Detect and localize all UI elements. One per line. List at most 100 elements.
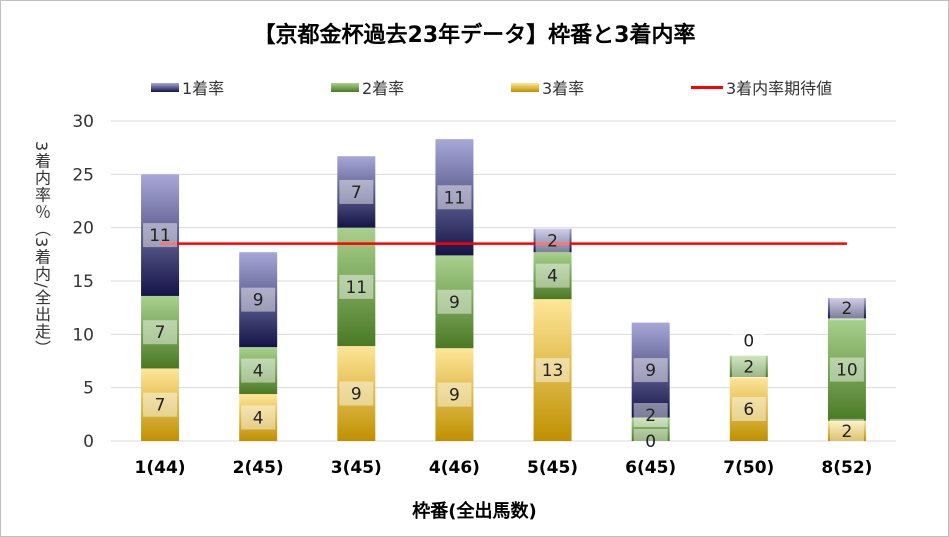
data-label: 2 <box>645 406 656 426</box>
data-label-bg <box>731 397 766 421</box>
legend-swatch <box>511 82 539 92</box>
y-tick-label: 30 <box>72 112 94 132</box>
bar-segment <box>729 377 768 441</box>
y-tick-label: 15 <box>72 272 94 292</box>
data-label: 9 <box>449 293 460 313</box>
bar-segment <box>631 322 670 418</box>
data-label: 9 <box>449 386 460 406</box>
data-label: 2 <box>842 422 853 442</box>
legend-label: 1着率 <box>182 79 225 98</box>
legend-line <box>691 85 723 89</box>
bar-segment <box>337 346 376 441</box>
bar-segment <box>827 298 866 319</box>
data-label-bg <box>241 358 276 383</box>
bar-segment <box>827 318 866 421</box>
data-label-bg <box>829 296 864 321</box>
data-label-bg <box>731 354 766 379</box>
bar-segment <box>533 228 572 253</box>
data-label-bg <box>535 228 570 253</box>
y-tick-label: 10 <box>72 325 94 345</box>
legend-item-2nd: 2着率 <box>331 75 404 99</box>
data-label: 7 <box>155 396 166 416</box>
data-label-bg <box>633 403 668 427</box>
bar-segment <box>827 420 866 441</box>
chart-title: 【京都金杯過去23年データ】枠番と3着内率 <box>253 23 696 48</box>
legend-label: 2着率 <box>362 79 405 98</box>
legend-item-1st: 1着率 <box>151 75 224 99</box>
data-label-bg <box>633 358 668 383</box>
data-label: 10 <box>836 361 858 381</box>
y-tick-label: 5 <box>83 379 94 399</box>
data-label: 6 <box>743 400 754 420</box>
data-label-bg <box>535 263 570 288</box>
data-label: 11 <box>149 226 171 246</box>
data-label-bg <box>633 429 668 453</box>
data-label-bg <box>143 223 178 248</box>
y-tick-label: 25 <box>72 165 94 185</box>
x-tick-label: 4(46) <box>429 458 480 478</box>
data-label: 7 <box>155 323 166 343</box>
data-label: 11 <box>345 278 367 298</box>
data-label-bg <box>535 358 570 383</box>
y-tick-label: 20 <box>72 219 94 239</box>
data-label: 13 <box>542 361 564 381</box>
bar-segment <box>337 156 376 228</box>
x-tick-label: 3(45) <box>331 458 382 478</box>
data-label-bg <box>731 328 766 353</box>
data-label-bg <box>241 405 276 430</box>
data-label-bg <box>437 185 472 210</box>
data-label: 9 <box>351 385 362 405</box>
data-label: 4 <box>253 409 264 429</box>
bar-segment <box>141 368 180 441</box>
data-label-bg <box>241 287 276 312</box>
data-label-bg <box>339 381 374 406</box>
data-label: 9 <box>645 361 656 381</box>
data-label: 2 <box>547 231 558 251</box>
bar-segment <box>239 252 278 348</box>
bar-segment <box>435 348 474 441</box>
bar-segment <box>435 255 474 349</box>
data-label: 4 <box>547 267 558 287</box>
bar-segment <box>141 174 180 296</box>
data-label-bg <box>437 289 472 314</box>
bar-segment <box>631 417 670 441</box>
data-label-bg <box>829 418 864 443</box>
legend-swatch <box>331 82 359 92</box>
x-tick-label: 8(52) <box>821 458 872 478</box>
x-tick-label: 5(45) <box>527 458 578 478</box>
data-label: 2 <box>743 357 754 377</box>
legend-item-expected: 3着内率期待値 <box>691 75 832 99</box>
bar-segment <box>239 347 278 395</box>
legend-label: 3着率 <box>542 79 585 98</box>
data-label-bg <box>829 357 864 382</box>
bar-segment <box>337 227 376 347</box>
bar-segment <box>239 394 278 441</box>
y-tick-label: 0 <box>83 432 94 452</box>
bar-segment <box>729 355 768 377</box>
data-label: 9 <box>253 291 264 311</box>
bar-segment <box>533 252 572 300</box>
y-axis-label: 3着内率％（3着内/全出走） <box>32 141 51 357</box>
data-label-bg <box>339 179 374 204</box>
x-tick-label: 1(44) <box>135 458 186 478</box>
bar-segment <box>435 139 474 256</box>
data-label: 4 <box>253 362 264 382</box>
data-label-bg <box>143 392 178 417</box>
data-label: 0 <box>743 331 754 351</box>
data-label: 0 <box>645 432 656 452</box>
legend-item-3rd: 3着率 <box>511 75 584 99</box>
legend-swatch <box>151 82 179 92</box>
x-tick-label: 6(45) <box>625 458 676 478</box>
data-label: 11 <box>444 188 466 208</box>
legend-label: 3着内率期待値 <box>726 79 833 98</box>
data-label-bg <box>143 320 178 345</box>
data-label: 7 <box>351 183 362 203</box>
x-tick-label: 7(50) <box>723 458 774 478</box>
x-axis-label: 枠番(全出馬数) <box>412 501 537 522</box>
x-tick-label: 2(45) <box>233 458 284 478</box>
data-label: 2 <box>842 299 853 319</box>
bar-segment <box>141 295 180 369</box>
data-label-bg <box>339 274 374 299</box>
